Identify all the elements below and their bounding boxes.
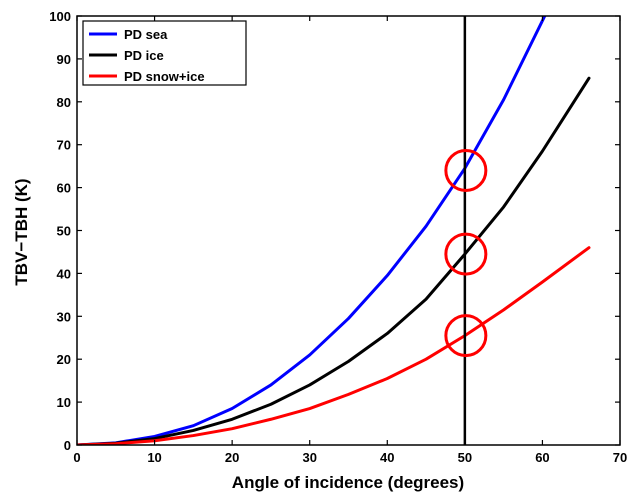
x-tick-label: 20 <box>225 450 239 465</box>
axes-layer: 0 10 20 30 40 50 60 70 0 10 20 30 40 50 60 70 80 90 100 <box>49 9 627 465</box>
x-tick-label: 50 <box>458 450 472 465</box>
y-tick-label: 40 <box>57 266 71 281</box>
series-line-pd-ice <box>77 76 591 445</box>
x-tick-label: 30 <box>302 450 316 465</box>
legend-label: PD sea <box>124 27 168 42</box>
y-tick-label: 80 <box>57 95 71 110</box>
legend: PD sea PD ice PD snow+ice <box>82 20 247 86</box>
x-tick-label: 70 <box>613 450 627 465</box>
x-tick-label: 10 <box>147 450 161 465</box>
legend-label: PD ice <box>124 48 164 63</box>
series-line-pd-snow-ice <box>77 246 591 445</box>
x-axis-title: Angle of incidence (degrees) <box>232 473 464 492</box>
x-tick-label: 60 <box>535 450 549 465</box>
y-tick-label: 50 <box>57 224 71 239</box>
y-tick-label: 70 <box>57 138 71 153</box>
y-tick-label: 20 <box>57 352 71 367</box>
y-tick-label: 90 <box>57 52 71 67</box>
x-tick-label: 0 <box>73 450 80 465</box>
y-tick-label: 30 <box>57 309 71 324</box>
highlight-circle-1 <box>444 148 488 192</box>
annotation-layer <box>444 16 488 445</box>
highlight-circle-2 <box>444 232 488 276</box>
legend-box <box>82 20 247 86</box>
highlight-circle-3 <box>444 314 488 358</box>
y-axis-title: TBV−TBH (K) <box>12 178 31 285</box>
x-tick-label: 40 <box>380 450 394 465</box>
legend-label: PD snow+ice <box>124 69 205 84</box>
y-tick-label: 0 <box>64 438 71 453</box>
y-tick-label: 60 <box>57 181 71 196</box>
y-tick-label: 100 <box>49 9 71 24</box>
y-tick-label: 10 <box>57 395 71 410</box>
